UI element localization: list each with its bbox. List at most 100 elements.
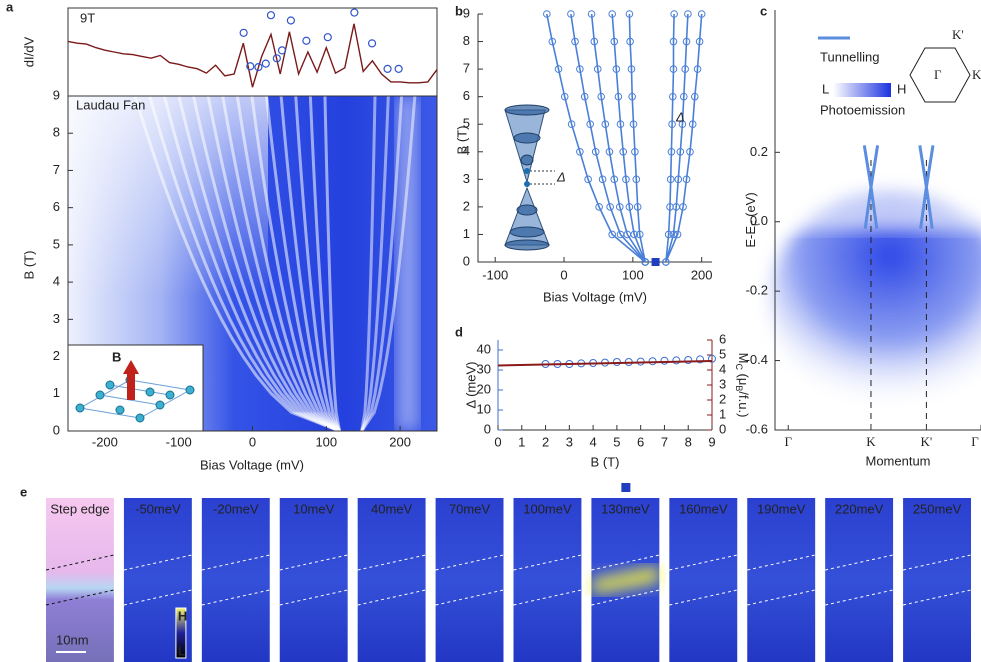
point — [615, 203, 624, 211]
stm-image — [903, 498, 971, 662]
y2-axis-label: MC (μB/f.u.) — [734, 353, 751, 418]
energy-label: 220meV — [835, 501, 884, 516]
point — [684, 10, 692, 18]
x-tick-label: K — [866, 434, 876, 449]
peak-marker — [350, 8, 359, 17]
point — [625, 10, 634, 18]
colorbar-title: Photoemission — [820, 102, 905, 117]
point — [682, 37, 691, 46]
y-tick-label: 4 — [463, 143, 470, 158]
point — [576, 65, 584, 73]
x-tick-label: 0 — [560, 267, 567, 282]
point — [682, 175, 691, 184]
point — [622, 175, 630, 184]
stm-image — [435, 498, 504, 662]
energy-label: Step edge — [50, 501, 109, 516]
y-tick-label: 40 — [477, 341, 491, 356]
point — [605, 147, 614, 156]
y-axis-label: E-EF (eV) — [743, 192, 760, 247]
point — [679, 92, 688, 101]
energy-label: 160meV — [679, 501, 728, 516]
y-tick-label: -0.4 — [746, 352, 768, 367]
point — [576, 147, 584, 156]
colorbar — [175, 607, 187, 659]
stm-image — [669, 498, 738, 662]
stm-image — [201, 498, 270, 662]
fan-stripe — [177, 96, 341, 431]
y-tick-label: -0.2 — [746, 283, 768, 298]
atom — [145, 387, 155, 397]
x-tick-label: 1 — [518, 434, 525, 449]
fan-stripe — [279, 96, 341, 431]
point — [595, 203, 603, 211]
fan-stripe — [148, 96, 341, 431]
annotation: Δ — [675, 109, 685, 124]
fit-line — [546, 13, 646, 263]
energy-label: 130meV — [601, 501, 650, 516]
panel-label: e — [20, 484, 27, 499]
bright-stripe — [591, 566, 660, 594]
point — [598, 175, 607, 184]
stm-image — [357, 498, 426, 662]
fan-stripe — [294, 96, 341, 431]
field-arrow — [127, 372, 135, 400]
point — [571, 37, 579, 46]
point — [630, 230, 639, 239]
point — [633, 203, 642, 211]
energy-label: -50meV — [135, 501, 181, 516]
point — [619, 147, 628, 156]
y-tick-label: 0 — [53, 422, 60, 437]
point — [616, 120, 625, 129]
peak-marker — [323, 33, 332, 42]
colorbar-label: H — [178, 608, 187, 623]
point — [695, 37, 704, 46]
point — [631, 147, 639, 156]
peak-marker — [261, 59, 270, 68]
peak-marker — [272, 54, 281, 63]
point — [626, 37, 634, 46]
y-tick-label: 7 — [463, 61, 470, 76]
fit-line — [611, 13, 646, 263]
point — [673, 230, 682, 239]
x-tick-label: Γ — [784, 434, 792, 449]
y-tick-label: 8 — [463, 33, 470, 48]
y-tick-label: 1 — [463, 226, 470, 241]
point — [662, 258, 670, 266]
x-axis-label: Bias Voltage (mV) — [200, 457, 304, 472]
fan-stripe — [323, 96, 342, 431]
y-tick-label: 6 — [463, 88, 470, 103]
point — [625, 203, 634, 211]
fan-stripe — [206, 96, 341, 431]
fan-stripe — [265, 96, 341, 431]
fan-stripe — [308, 96, 341, 431]
fan-stripe — [360, 96, 377, 431]
stm-image — [279, 498, 348, 662]
y2-axis-label-part: /f.u.) — [736, 391, 751, 417]
cone-ring — [504, 104, 550, 116]
atom — [95, 390, 105, 400]
x-tick-label: -100 — [482, 267, 508, 282]
point — [610, 175, 619, 184]
point — [629, 120, 638, 129]
x-tick-label: 6 — [637, 434, 644, 449]
y-axis-label: dI/dV — [21, 36, 36, 67]
y2-axis-label-part: B — [734, 385, 744, 391]
fan-stripe — [360, 96, 390, 431]
stm-image — [513, 498, 582, 662]
x-tick-label: 2 — [542, 434, 549, 449]
legend-label: Tunnelling — [820, 49, 880, 64]
hex-label: K' — [952, 27, 964, 42]
y-tick-label: 5 — [463, 116, 470, 131]
stm-image — [46, 498, 114, 662]
fit-line — [628, 13, 646, 263]
gap-marker — [651, 258, 660, 266]
tunnelling-band — [862, 145, 935, 229]
peak-marker — [302, 36, 311, 45]
panel-label: a — [6, 0, 14, 14]
point — [606, 203, 614, 211]
moment-line — [497, 360, 713, 367]
y2-tick-label: 1 — [719, 406, 726, 421]
y-tick-label: 2 — [53, 348, 60, 363]
peak-marker — [277, 46, 287, 55]
y-tick-label: 9 — [53, 87, 60, 102]
